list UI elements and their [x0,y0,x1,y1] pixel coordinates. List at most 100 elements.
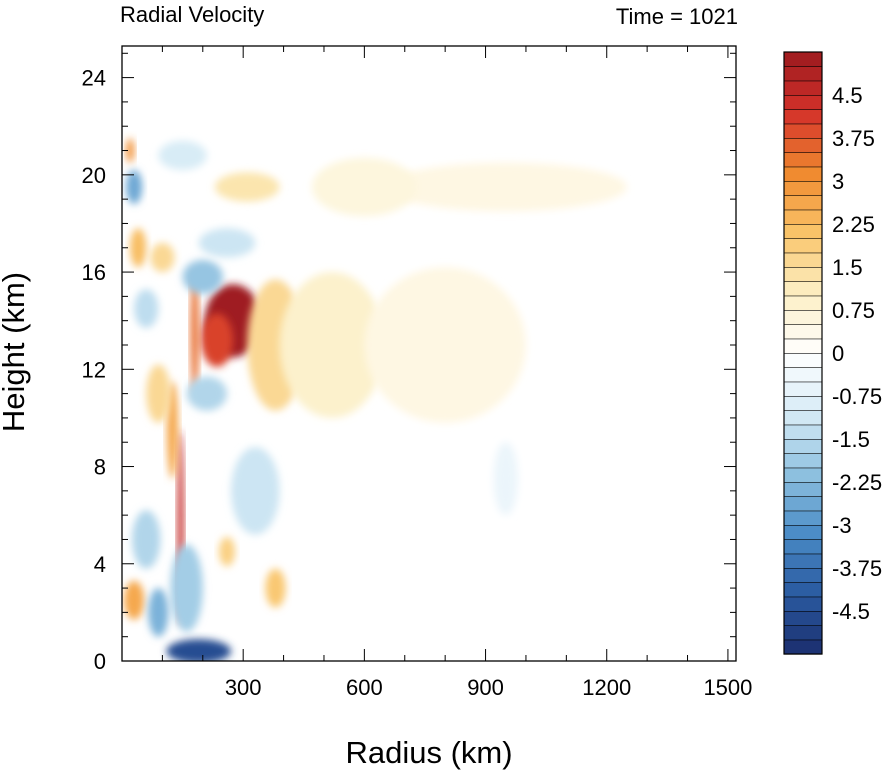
y-tick-label: 20 [82,163,106,188]
colorbar-swatch [783,424,823,440]
x-tick-label: 300 [225,675,262,700]
heat-feature-25 [132,510,161,569]
colorbar-swatch [783,352,823,368]
y-tick-label: 16 [82,260,106,285]
y-tick-label: 12 [82,357,106,382]
colorbar-swatch [783,324,823,340]
heat-feature-19 [198,228,256,258]
heat-feature-16 [265,568,286,608]
heat-feature-22 [186,376,228,411]
heat-feature-7 [190,272,199,394]
x-tick-label: 600 [346,675,383,700]
colorbar-swatch [783,80,823,96]
colorbar-swatch [783,223,823,239]
heat-feature-10 [146,364,171,423]
heat-feature-23 [126,169,143,205]
colorbar-label: -2.25 [832,470,882,495]
heat-feature-13 [126,138,135,163]
colorbar-swatch [783,610,823,626]
colorbar-swatch [783,596,823,612]
colorbar-swatch [783,309,823,325]
colorbar-swatch [783,539,823,555]
colorbar-label: 3 [832,169,844,194]
y-tick-label: 4 [94,552,106,577]
colorbar-swatch [783,137,823,153]
colorbar-swatch [783,625,823,641]
colorbar-swatch [783,152,823,168]
heat-feature-27 [231,447,280,535]
heat-feature-11 [130,228,147,268]
colorbar-swatch [783,467,823,483]
colorbar-label: 0 [832,341,844,366]
heat-feature-18 [182,259,223,294]
colorbar-frame [783,51,823,655]
heat-feature-17 [214,172,280,202]
colorbar-swatch [783,567,823,583]
colorbar-label: 4.5 [832,83,863,108]
colorbar-swatch [783,496,823,512]
x-tick-label: 1500 [703,675,752,700]
heat-feature-4 [364,267,526,423]
heat-feature-5 [384,162,627,212]
colorbar-swatch [783,295,823,311]
colorbar-label: 1.5 [832,255,863,280]
colorbar-label: -3.75 [832,556,882,581]
heat-feature-20 [170,544,203,632]
x-tick-label: 1200 [582,675,631,700]
colorbar-swatch [783,338,823,354]
colorbar-label: -1.5 [832,427,870,452]
colorbar-swatch [783,195,823,211]
chart-title: Radial Velocity [120,2,264,27]
colorbar-swatch [783,381,823,397]
y-axis-label: Height (km) [0,272,31,432]
colorbar-swatch [783,481,823,497]
heat-feature-9 [166,381,179,479]
colorbar-swatch [783,395,823,411]
colorbar-swatch [783,94,823,110]
colorbar-label: 2.25 [832,212,875,237]
colorbar-label: 3.75 [832,126,875,151]
chart-subtitle: Time = 1021 [616,4,738,29]
heat-feature-26 [148,588,169,637]
x-tick-label: 900 [467,675,504,700]
y-tick-label: 8 [94,455,106,480]
x-axis-label: Radius (km) [345,735,512,770]
colorbar-swatch [783,510,823,526]
y-tick-label: 0 [94,649,106,674]
heat-feature-14 [124,580,145,620]
colorbar: 4.5 3.75 3 2.25 1.5 0.75 0 -0.75 -1.5 -2.25 -3 -3.7… [783,51,882,655]
heat-feature-24 [134,289,159,328]
colorbar-swatch [783,553,823,569]
colorbar-swatch [783,166,823,182]
heat-feature-12 [150,242,175,273]
heat-feature-21 [166,639,232,661]
colorbar-swatch [783,109,823,125]
colorbar-label: -3 [832,513,852,538]
colorbar-swatch [783,367,823,383]
colorbar-swatch [783,51,823,67]
heat-feature-3 [279,272,385,418]
colorbar-swatch [783,281,823,297]
heat-feature-15 [218,537,236,567]
colorbar-swatch [783,266,823,282]
heatmap-field [124,138,627,661]
colorbar-swatch [783,438,823,454]
heat-feature-28 [158,140,207,170]
colorbar-label: 0.75 [832,298,875,323]
y-tick-label: 24 [82,66,106,91]
colorbar-swatch [783,252,823,268]
colorbar-swatch [783,453,823,469]
colorbar-label: -0.75 [832,384,882,409]
colorbar-swatch [783,524,823,540]
colorbar-swatch [783,238,823,254]
plot-frame [121,45,737,662]
colorbar-swatch [783,582,823,598]
heat-feature-1 [200,313,234,367]
heat-feature-29 [493,442,518,516]
colorbar-swatch [783,66,823,82]
heat-feature-6 [311,157,417,217]
plot-area: 300 600 900 1200 1500 0 4 8 12 16 20 24 [82,45,752,700]
colorbar-swatch [783,123,823,139]
colorbar-swatch [783,410,823,426]
